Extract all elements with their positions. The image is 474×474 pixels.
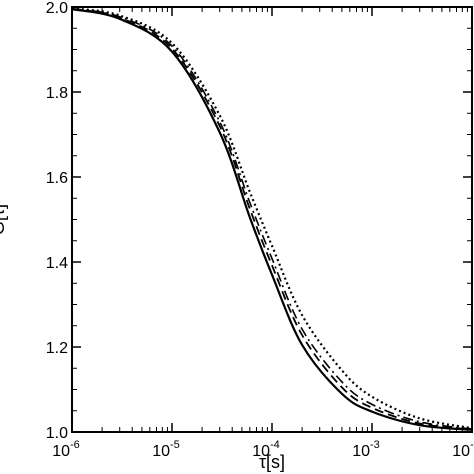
y-tick-label: 1.2 (46, 340, 68, 357)
series-line-solid (71, 8, 473, 431)
x-tick-label: 10-4 (252, 439, 280, 460)
plot-frame (71, 6, 473, 433)
x-tick-exponent: -4 (270, 439, 280, 451)
x-tick-base: 10 (52, 443, 70, 460)
series-line-dashdot (71, 7, 473, 430)
x-tick-exponent: -6 (70, 439, 80, 451)
series-line-dashed (71, 7, 473, 431)
x-tick-exponent: -2 (470, 439, 474, 451)
x-tick-label: 10-3 (352, 439, 380, 460)
series-line-dotted (71, 7, 473, 430)
x-tick-label: 10-5 (152, 439, 180, 460)
y-tick-label: 1.0 (46, 425, 68, 442)
x-tick-label: 10-6 (52, 439, 80, 460)
x-tick-base: 10 (252, 443, 270, 460)
y-axis-label: G[τ] (0, 204, 8, 235)
x-tick-exponent: -5 (170, 439, 180, 451)
y-tick-label: 1.4 (46, 255, 68, 272)
series-lines (71, 7, 473, 431)
x-tick-base: 10 (352, 443, 370, 460)
y-tick-label: 1.8 (46, 85, 68, 102)
x-tick-label: 10-2 (452, 439, 474, 460)
y-tick-label: 2.0 (46, 0, 68, 17)
x-tick-base: 10 (152, 443, 170, 460)
y-tick-labels: 1.0 1.2 1.4 1.6 1.8 2.0 (46, 0, 68, 442)
x-tick-exponent: -3 (370, 439, 380, 451)
x-tick-labels: 10-610-510-410-310-2 (52, 439, 474, 460)
axis-ticks (71, 6, 473, 433)
y-tick-label: 1.6 (46, 170, 68, 187)
x-axis-label: τ[s] (259, 452, 285, 472)
x-tick-base: 10 (452, 443, 470, 460)
